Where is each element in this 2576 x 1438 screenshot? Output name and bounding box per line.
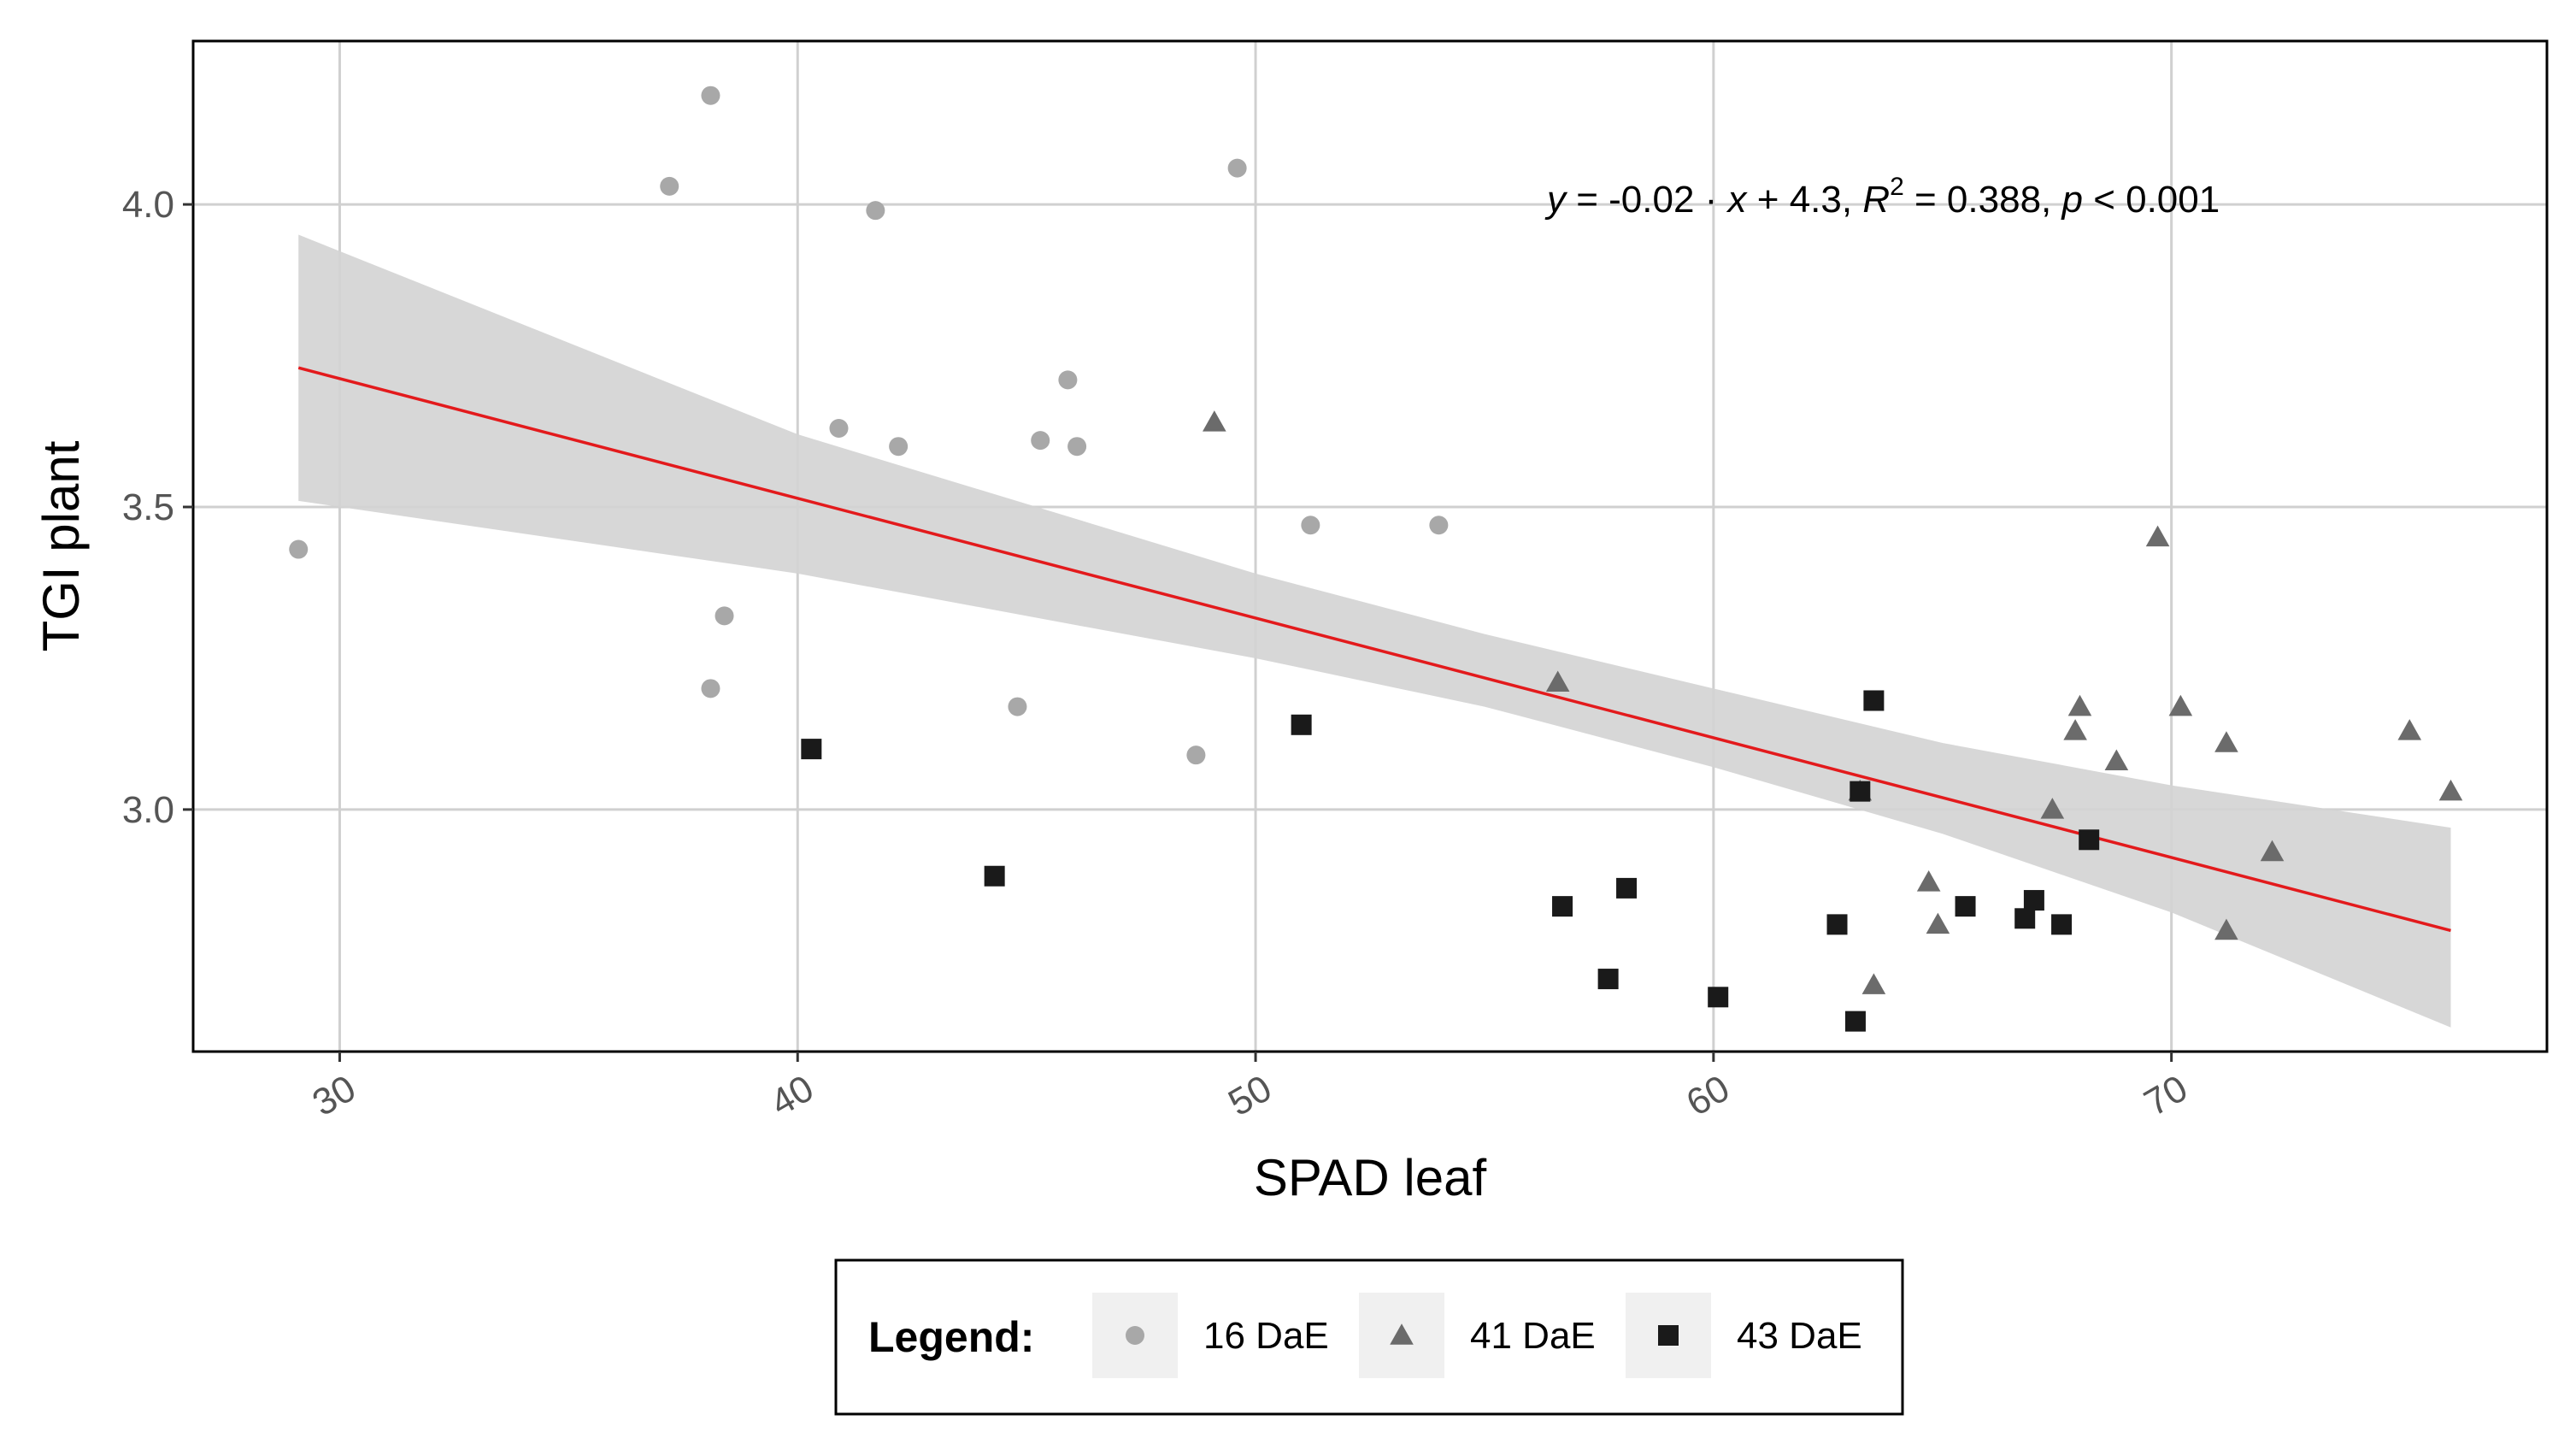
legend-key-square [1658, 1325, 1679, 1346]
y-axis-title: TGI plant [32, 440, 90, 651]
data-points [289, 85, 2463, 1032]
data-point-triangle [2260, 840, 2285, 862]
data-point-square [1597, 969, 1619, 990]
legend-key-circle [1126, 1326, 1144, 1345]
legend-label: 43 DaE [1737, 1315, 1862, 1357]
data-point-square [2023, 890, 2044, 911]
y-tick-label: 4.0 [122, 184, 174, 226]
data-point-square [1826, 914, 1848, 935]
data-point-square [1291, 714, 1312, 735]
equation-x: x [1726, 179, 1749, 221]
equation-part-1: = -0.02 · [1566, 179, 1728, 221]
y-tick-label: 3.5 [122, 486, 174, 528]
data-point-square [984, 865, 1005, 887]
data-point-triangle [2104, 749, 2129, 771]
data-point-triangle [1545, 670, 1570, 692]
equation-part-2: + 4.3, [1747, 179, 1863, 221]
data-point-triangle [1861, 973, 1886, 994]
series-square [801, 690, 2100, 1032]
legend-title: Legend: [868, 1313, 1034, 1361]
data-point-square [1955, 896, 1976, 917]
equation-part-3: = 0.388, [1904, 179, 2062, 221]
data-point-triangle [2397, 719, 2422, 740]
legend: Legend: 16 DaE 41 DaE 43 DaE [834, 1258, 1904, 1416]
data-point-square [1844, 1011, 1866, 1032]
data-point-square [1552, 896, 1573, 917]
data-point-circle [1429, 516, 1449, 535]
data-point-circle [1031, 431, 1050, 451]
data-point-square [801, 739, 822, 760]
equation-part-4: < 0.001 [2083, 179, 2220, 221]
data-point-triangle [2438, 779, 2463, 801]
data-point-square [1850, 781, 1871, 802]
equation-annotation: y = -0.02 · x + 4.3, R2 = 0.388, p < 0.0… [1544, 173, 2220, 221]
data-point-square [1616, 877, 1638, 899]
equation-p: p [2060, 179, 2082, 221]
data-point-triangle [2145, 525, 2170, 547]
legend-items: 16 DaE 41 DaE 43 DaE [1092, 1293, 1862, 1378]
data-point-circle [1008, 697, 1027, 716]
data-point-square [1708, 987, 1729, 1008]
data-point-triangle [2168, 694, 2193, 716]
data-point-circle [1227, 158, 1247, 178]
data-point-circle [1301, 516, 1320, 535]
data-point-square [2079, 829, 2100, 851]
series-circle [289, 85, 1449, 765]
plot-panel-border [191, 39, 2549, 1053]
data-point-circle [289, 539, 309, 559]
y-tick-label: 3.0 [122, 789, 174, 831]
data-point-circle [701, 85, 720, 105]
data-point-circle [1058, 370, 1078, 390]
data-point-square [2051, 914, 2073, 935]
data-point-circle [1067, 437, 1087, 457]
confidence-band [298, 234, 2451, 1028]
data-point-triangle [2214, 918, 2238, 940]
data-point-triangle [1203, 410, 1226, 432]
x-axis-title: SPAD leaf [1254, 1149, 1487, 1206]
legend-key-triangle [1390, 1323, 1414, 1345]
data-point-circle [889, 437, 909, 457]
data-point-triangle [2063, 719, 2087, 740]
legend-label: 16 DaE [1203, 1315, 1329, 1357]
data-point-circle [660, 176, 679, 196]
data-point-circle [1186, 746, 1206, 765]
data-point-triangle [2214, 731, 2238, 752]
data-point-circle [866, 201, 885, 221]
data-point-triangle [1926, 912, 1950, 934]
legend-label: 41 DaE [1470, 1315, 1596, 1357]
data-point-circle [715, 606, 734, 626]
data-point-triangle [1916, 870, 1941, 892]
equation-y: y [1544, 179, 1568, 221]
data-point-square [1863, 690, 1885, 711]
equation-r-superscript: 2 [1890, 173, 1904, 201]
data-point-circle [829, 418, 849, 438]
data-point-triangle [2067, 694, 2092, 716]
data-point-square [2014, 908, 2036, 929]
confidence-band-area [298, 234, 2451, 1028]
data-point-circle [701, 679, 720, 698]
data-point-triangle [2040, 798, 2065, 819]
equation-r: R [1862, 179, 1890, 221]
